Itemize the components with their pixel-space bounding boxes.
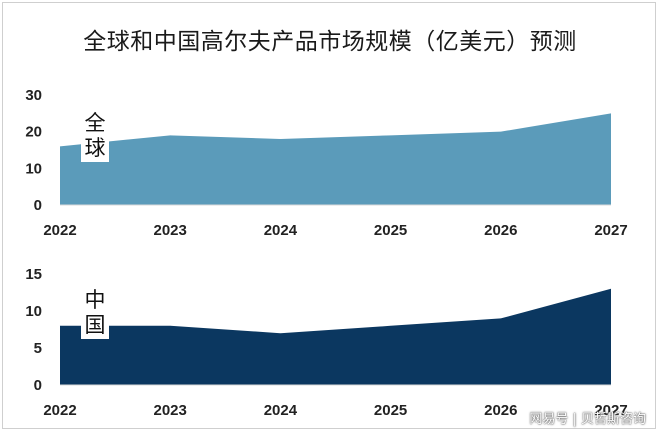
- global-series-label: 全: [85, 111, 106, 135]
- china-series-label: 中: [85, 288, 106, 312]
- global-panel: 0 10 20 30 2022 2023 2024 2025 2026 2027 全球: [25, 87, 627, 239]
- global-x-tick-label: 2024: [264, 222, 298, 239]
- china-x-tick-label: 2025: [374, 402, 407, 419]
- global-x-tick-label: 2026: [484, 222, 517, 239]
- china-series-label: 国: [85, 313, 106, 337]
- global-y-tick-label: 10: [25, 160, 42, 177]
- china-y-tick-label: 15: [25, 266, 42, 283]
- china-x-tick-label: 2026: [484, 402, 517, 419]
- global-y-tick-label: 30: [25, 87, 42, 104]
- global-series-label-box: [81, 110, 109, 162]
- global-x-tick-label: 2027: [594, 222, 627, 239]
- china-x-tick-label: 2022: [43, 402, 76, 419]
- china-y-tick-label: 5: [34, 340, 42, 357]
- china-area: [60, 288, 611, 385]
- global-area: [60, 113, 611, 205]
- china-x-tick-label: 2027: [594, 402, 627, 419]
- china-x-tick-label: 2024: [264, 402, 298, 419]
- china-y-tick-label: 0: [34, 377, 42, 394]
- global-x-tick-label: 2022: [43, 222, 76, 239]
- global-y-tick-label: 20: [25, 124, 42, 141]
- global-y-tick-label: 0: [34, 197, 42, 214]
- global-series-label: 球: [85, 136, 106, 160]
- global-x-tick-label: 2023: [154, 222, 187, 239]
- china-x-tick-label: 2023: [154, 402, 187, 419]
- global-x-tick-label: 2025: [374, 222, 407, 239]
- china-panel: 0 5 10 15 2022 2023 2024 2025 2026 2027 中国: [25, 266, 627, 419]
- china-series-label-box: [81, 287, 109, 339]
- chart-frame: [2, 2, 656, 429]
- chart-title: 全球和中国高尔夫产品市场规模（亿美元）预测: [83, 29, 577, 55]
- watermark-source: 网易号 | 贝哲斯咨询: [529, 412, 646, 427]
- china-y-tick-label: 10: [25, 303, 42, 320]
